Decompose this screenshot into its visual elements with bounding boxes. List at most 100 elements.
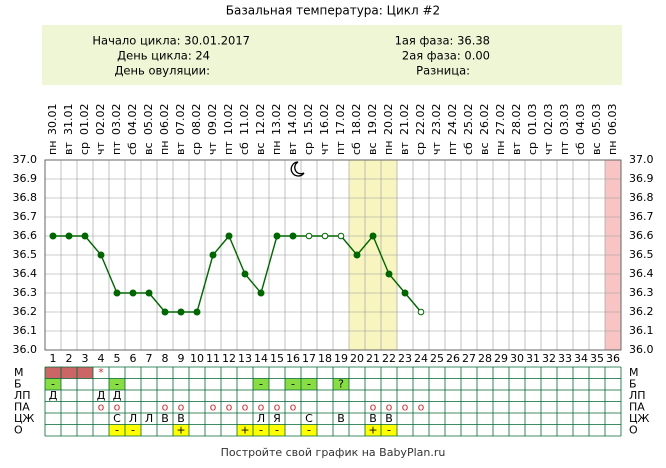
row-label: ЦЖ	[14, 412, 35, 425]
x-tick-label: 3	[82, 352, 89, 365]
cell-text: o	[418, 400, 425, 413]
cell-fill	[77, 367, 93, 379]
cell-text: Д	[113, 389, 122, 402]
date: 20.02	[382, 104, 395, 136]
cell-text: В	[369, 412, 377, 425]
temperature-point	[273, 232, 281, 240]
y-tick-label: 36.4	[13, 267, 38, 280]
date: 09.02	[206, 104, 219, 136]
x-tick-label: 33	[558, 352, 572, 365]
row-label: М	[14, 366, 24, 379]
y-tick-label: 36.9	[13, 172, 38, 185]
x-tick-label: 16	[286, 352, 300, 365]
weekday: вс	[590, 142, 603, 155]
x-tick-label: 29	[494, 352, 508, 365]
cell-text: Л	[129, 412, 137, 425]
y-tick-label: 36.0	[13, 343, 38, 356]
cell-text: В	[385, 412, 393, 425]
weekday: пт	[446, 141, 459, 155]
temperature-point	[145, 289, 153, 297]
weekday: ср	[302, 142, 315, 155]
weekday: чт	[94, 142, 107, 155]
cell-text: В	[161, 412, 169, 425]
date: 30.01	[46, 104, 59, 136]
temperature-point	[225, 232, 233, 240]
info: Разница:	[416, 64, 470, 78]
cell-text: -	[275, 423, 279, 436]
x-tick-label: 18	[318, 352, 332, 365]
y-tick-label: 36.7	[629, 210, 654, 223]
cell-fill	[237, 424, 253, 436]
weekday: ср	[78, 142, 91, 155]
weekday: сб	[350, 142, 363, 155]
date: 31.01	[62, 104, 75, 136]
cell-fill	[333, 378, 349, 390]
x-tick-label: 2	[66, 352, 73, 365]
y-tick-label: 37.0	[13, 153, 38, 166]
y-tick-label: 36.4	[629, 267, 654, 280]
row-label: ЛП	[629, 389, 646, 402]
temperature-point	[241, 270, 249, 278]
weekday: сб	[462, 142, 475, 155]
y-tick-label: 36.3	[629, 286, 654, 299]
y-tick-label: 36.2	[13, 305, 38, 318]
temperature-point	[161, 308, 169, 316]
x-tick-label: 15	[270, 352, 284, 365]
cell-text: o	[370, 400, 377, 413]
x-tick-label: 22	[382, 352, 396, 365]
date: 03.02	[110, 104, 123, 136]
date: 17.02	[334, 104, 347, 136]
date: 28.02	[510, 104, 523, 136]
x-tick-label: 31	[526, 352, 540, 365]
y-tick-label: 36.5	[629, 248, 654, 261]
weekday: вт	[174, 142, 187, 155]
y-tick-label: 36.5	[13, 248, 38, 261]
weekday: ср	[414, 142, 427, 155]
date: 04.03	[574, 104, 587, 136]
date: 15.02	[302, 104, 315, 136]
cell-text: o	[226, 400, 233, 413]
x-tick-label: 7	[146, 352, 153, 365]
cell-fill	[109, 424, 125, 436]
x-tick-label: 23	[398, 352, 412, 365]
x-tick-label: 30	[510, 352, 524, 365]
temperature-point	[49, 232, 57, 240]
weekday: вт	[286, 142, 299, 155]
temperature-point	[129, 289, 137, 297]
cell-fill	[285, 378, 301, 390]
cell-fill	[253, 424, 269, 436]
x-tick-label: 5	[114, 352, 121, 365]
cell-text: o	[210, 400, 217, 413]
date: 21.02	[398, 104, 411, 136]
cell-text: -	[307, 377, 311, 390]
cell-text: *	[98, 366, 104, 379]
cell-fill	[45, 367, 61, 379]
cell-text: +	[176, 423, 185, 436]
weekday: чт	[318, 142, 331, 155]
row-label: ПА	[629, 400, 645, 413]
cell-fill	[125, 424, 141, 436]
row-label: М	[629, 366, 639, 379]
row-label: ПА	[14, 400, 30, 413]
temperature-point	[209, 251, 217, 259]
temperature-point	[97, 251, 105, 259]
temperature-point	[289, 232, 297, 240]
date: 12.02	[254, 104, 267, 136]
temperature-point	[257, 289, 265, 297]
cell-text: o	[386, 400, 393, 413]
x-tick-label: 19	[334, 352, 348, 365]
weekday: вс	[366, 142, 379, 155]
weekday: пн	[46, 141, 59, 155]
y-tick-label: 36.9	[629, 172, 654, 185]
cell-text: o	[290, 400, 297, 413]
cell-text: В	[177, 412, 185, 425]
x-tick-label: 11	[206, 352, 220, 365]
x-tick-label: 27	[462, 352, 476, 365]
cell-text: o	[242, 400, 249, 413]
weekday: вт	[62, 142, 75, 155]
y-tick-label: 36.3	[13, 286, 38, 299]
cell-fill	[173, 424, 189, 436]
cell-fill	[301, 424, 317, 436]
row-label: ЛП	[14, 389, 31, 402]
date: 16.02	[318, 104, 331, 136]
